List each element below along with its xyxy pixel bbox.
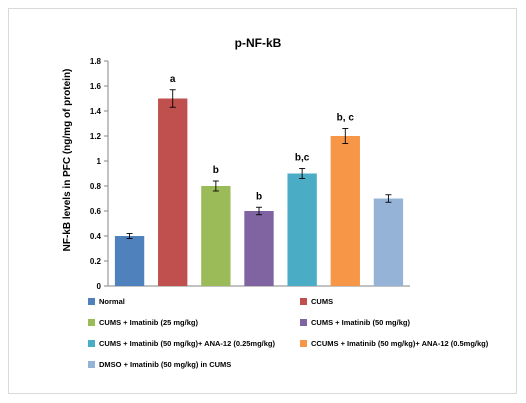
legend-item: CUMS + Imatinib (25 mg/kg) <box>88 318 198 328</box>
legend-label: Normal <box>99 297 125 307</box>
y-axis-ticks: 0 0.2 0.4 0.6 0.8 1 1.2 1.4 1.6 1.8 <box>90 57 108 291</box>
legend-swatch <box>300 297 307 305</box>
legend-item: CUMS + Imatinib (50 mg/kg)+ ANA-12 (0.25… <box>88 339 275 349</box>
y-tick-label: 0.8 <box>90 182 102 191</box>
legend-swatch <box>88 318 95 326</box>
bar-annotation: b,c <box>295 153 310 164</box>
y-tick-label: 0 <box>97 282 102 291</box>
legend-label: DMSO + Imatinib (50 mg/kg) in CUMS <box>99 360 232 370</box>
chart-frame <box>8 8 517 394</box>
legend-label: CUMS + Imatinib (50 mg/kg)+ ANA-12 (0.25… <box>99 339 276 349</box>
bar-annotation: b, c <box>337 113 355 124</box>
y-tick-label: 1.4 <box>90 107 102 116</box>
bar <box>330 136 360 286</box>
legend-label: CUMS + Imatinib (25 mg/kg) <box>99 318 198 328</box>
bar <box>158 98 188 286</box>
bars-group <box>114 98 404 286</box>
legend-item: DMSO + Imatinib (50 mg/kg) in CUMS <box>88 360 231 370</box>
bar <box>244 211 274 286</box>
legend-swatch <box>88 297 95 305</box>
y-tick-label: 0.2 <box>90 257 102 266</box>
legend-swatch <box>88 360 95 368</box>
legend-item: CUMS + Imatinib (50 mg/kg) <box>300 318 410 328</box>
y-axis-label: NF-kB levels in PFC (ng/mg of protein) <box>62 69 73 252</box>
legend-label: CUMS <box>311 297 334 307</box>
bar <box>287 173 317 286</box>
legend-item: CCUMS + Imatinib (50 mg/kg)+ ANA-12 (0.5… <box>300 339 488 349</box>
y-tick-label: 1 <box>97 157 102 166</box>
bar <box>373 198 404 286</box>
legend-swatch <box>88 339 95 347</box>
y-tick-label: 0.6 <box>90 207 102 216</box>
bar-annotation: b <box>213 165 219 176</box>
bar <box>201 186 231 286</box>
y-tick-label: 1.6 <box>90 82 102 91</box>
legend-label: CUMS + Imatinib (50 mg/kg) <box>311 318 410 328</box>
legend-swatch <box>300 339 307 347</box>
bar-annotation: b <box>256 191 262 202</box>
chart-title: p-NF-kB <box>235 36 282 50</box>
bar <box>114 236 145 286</box>
y-tick-label: 0.4 <box>90 232 102 241</box>
error-bars-group <box>126 89 392 239</box>
legend-item: Normal <box>88 297 125 307</box>
legend-item: CUMS <box>300 297 333 307</box>
legend-swatch <box>300 318 307 326</box>
legend-label: CCUMS + Imatinib (50 mg/kg)+ ANA-12 (0.5… <box>311 339 489 349</box>
bar-annotation: a <box>170 74 176 85</box>
y-tick-label: 1.8 <box>90 57 102 66</box>
y-tick-label: 1.2 <box>90 132 102 141</box>
annotations-group: a b b b,c b, c <box>170 74 354 203</box>
